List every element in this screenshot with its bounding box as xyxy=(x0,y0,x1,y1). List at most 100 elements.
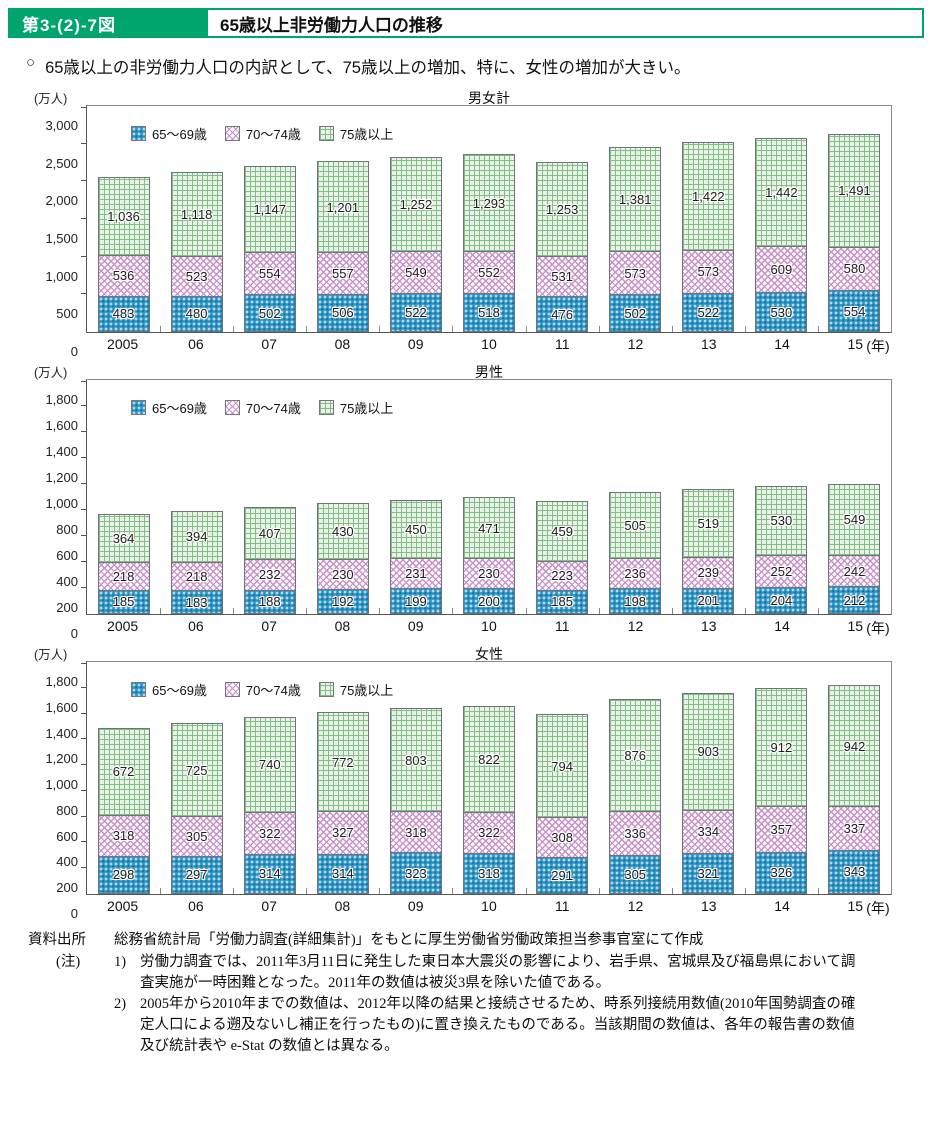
note-label: (注) xyxy=(56,954,81,971)
chart-male: (万人) 男性 0 200 400 600 800 1,000 1,200 1,400 1,60… xyxy=(8,362,920,641)
bar-segment: 212 xyxy=(828,586,881,614)
bar-value-label: 232 xyxy=(258,567,281,583)
legend-item: 65〜69歳 xyxy=(131,398,207,417)
x-axis-minor-tick xyxy=(598,608,600,614)
bar-value-label: 912 xyxy=(770,740,793,756)
y-axis-tick-mark xyxy=(81,255,87,257)
x-axis-tick-label: 2005 xyxy=(107,336,139,352)
x-axis-minor-tick xyxy=(525,888,527,894)
y-axis-tick-label: 200 xyxy=(56,880,78,896)
bar-slot: 200 230 471 xyxy=(452,380,525,614)
stacked-bar-14: 326 357 912 xyxy=(755,688,808,894)
legend-label: 65〜69歳 xyxy=(152,127,207,142)
stacked-bar-13: 522 573 1,422 xyxy=(682,142,735,332)
legend-item: 65〜69歳 xyxy=(131,124,207,143)
bar-value-label: 185 xyxy=(551,594,573,610)
bars: 298 318 672 297 305 725 314 322 740 314 327 772 323 3… xyxy=(87,662,891,894)
y-axis-tick-mark xyxy=(81,587,87,588)
y-axis-tick-label: 500 xyxy=(56,306,78,322)
chart-head: (万人) 女性 xyxy=(8,644,920,662)
x-axis-minor-tick xyxy=(160,326,162,332)
bar-value-label: 519 xyxy=(697,516,720,532)
stacked-bar-06: 297 305 725 xyxy=(170,723,223,894)
x-axis-tick-label: 11 xyxy=(554,618,570,634)
x-axis-minor-tick xyxy=(452,888,454,894)
bar-segment: 1,442 xyxy=(755,137,808,247)
bar-value-label: 1,201 xyxy=(326,199,360,215)
stacked-bar-11: 185 223 459 xyxy=(536,501,589,614)
bar-segment: 531 xyxy=(536,256,589,297)
bar-value-label: 580 xyxy=(843,261,866,277)
bar-value-label: 188 xyxy=(258,594,281,610)
bar-value-label: 198 xyxy=(624,593,647,609)
bar-segment: 822 xyxy=(463,705,516,812)
bar-value-label: 242 xyxy=(843,563,866,579)
x-axis-minor-tick xyxy=(744,888,746,894)
y-axis-tick-label: 1,600 xyxy=(45,418,78,433)
bar-value-label: 305 xyxy=(624,866,647,882)
x-axis-minor-tick xyxy=(160,608,162,614)
bar-value-label: 185 xyxy=(112,594,135,610)
legend-swatch-70-74-icon xyxy=(224,126,240,141)
stacked-bar-06: 480 523 1,118 xyxy=(170,172,223,332)
bar-segment: 549 xyxy=(389,251,442,293)
bar-segment: 912 xyxy=(755,688,808,806)
y-axis-tick-label: 1,500 xyxy=(45,231,78,246)
bar-value-label: 506 xyxy=(331,305,354,321)
notes-block: (注) 1) 労働力調査では、2011年3月11日に発生した東日本大震災の影響に… xyxy=(8,952,924,1057)
note-number: 1) xyxy=(114,954,127,971)
bar-segment: 803 xyxy=(389,707,442,812)
bar-segment: 1,491 xyxy=(828,134,881,247)
bar-value-label: 314 xyxy=(331,866,354,882)
x-axis-tick-label: 15 (年) xyxy=(847,898,890,916)
bar-value-label: 1,147 xyxy=(253,202,286,218)
bar-value-label: 803 xyxy=(405,752,427,768)
figure-header: 第3-(2)-7図 65歳以上非労働力人口の推移 xyxy=(8,8,924,38)
y-axis-tick-mark xyxy=(81,142,87,144)
x-axis-minor-tick xyxy=(452,608,454,614)
y-axis-tick-label: 0 xyxy=(70,906,78,921)
bar-segment: 430 xyxy=(316,503,369,560)
bar-value-label: 480 xyxy=(185,306,208,322)
bar-segment: 506 xyxy=(316,293,369,332)
y-axis-tick-mark xyxy=(81,789,87,791)
y-axis-tick-label: 0 xyxy=(70,344,78,359)
bar-segment: 323 xyxy=(389,852,442,894)
bar-segment: 1,147 xyxy=(243,166,296,253)
chart-title: 女性 xyxy=(475,646,503,662)
y-axis-tick-label: 200 xyxy=(56,600,78,615)
bar-value-label: 326 xyxy=(770,865,793,881)
x-axis-minor-tick xyxy=(744,326,746,332)
bar-value-label: 1,422 xyxy=(692,188,725,204)
chart-legend: 65〜69歳 70〜74歳 75歳以上 xyxy=(131,680,393,699)
x-axis-minor-tick xyxy=(817,326,819,332)
x-axis-minor-tick xyxy=(452,326,454,332)
legend-label: 65〜69歳 xyxy=(152,683,207,698)
x-axis-unit-label: (年) xyxy=(866,900,890,916)
y-axis-tick-mark xyxy=(81,218,87,219)
bar-segment: 242 xyxy=(828,555,881,587)
x-axis-minor-tick xyxy=(306,608,308,614)
legend-label: 75歳以上 xyxy=(339,401,394,416)
x-axis-tick-label: 10 xyxy=(481,898,497,914)
x-axis-minor-tick xyxy=(306,326,308,332)
y-axis-tick-mark xyxy=(81,841,87,843)
plot-wrap: 0 200 400 600 800 1,000 1,200 1,400 1,600 1,800 6… xyxy=(45,661,892,921)
plot-area: 65〜69歳 70〜74歳 75歳以上 185 218 364 183 218 394 18… xyxy=(81,379,892,615)
bar-value-label: 212 xyxy=(843,592,866,608)
stacked-bar-14: 530 609 1,442 xyxy=(755,137,808,332)
bar-slot: 198 236 505 xyxy=(599,380,672,614)
x-axis-minor-tick xyxy=(233,888,235,894)
bar-value-label: 318 xyxy=(478,866,500,881)
bar-segment: 337 xyxy=(828,806,881,850)
bar-value-label: 554 xyxy=(843,303,866,319)
bar-slot: 326 357 912 xyxy=(745,662,818,894)
bar-segment: 298 xyxy=(97,855,150,894)
bar-segment: 394 xyxy=(170,510,223,562)
bar-slot: 530 609 1,442 xyxy=(745,106,818,332)
stacked-bar-09: 199 231 450 xyxy=(389,499,442,614)
bar-segment: 1,422 xyxy=(682,142,735,250)
bar-value-label: 554 xyxy=(258,266,281,282)
x-axis-minor-tick xyxy=(525,326,527,332)
chart-legend: 65〜69歳 70〜74歳 75歳以上 xyxy=(131,398,393,417)
